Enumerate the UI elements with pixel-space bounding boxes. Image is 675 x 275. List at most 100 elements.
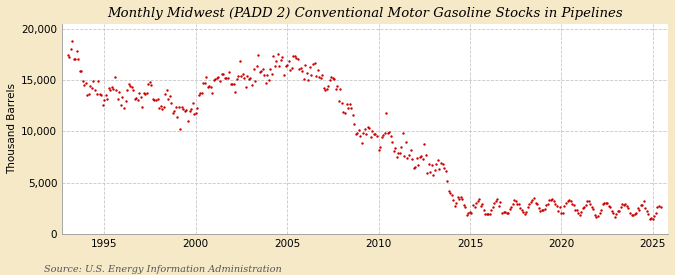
Point [309,60,320,65]
Point [138,91,149,95]
Point [343,106,354,110]
Point [240,85,251,89]
Point [103,85,114,90]
Point [583,199,594,204]
Point [346,105,356,110]
Point [591,214,602,219]
Point [294,67,304,71]
Point [501,211,512,215]
Point [269,64,280,68]
Point [315,76,326,81]
Point [587,205,597,210]
Point [216,72,227,76]
Point [84,91,95,96]
Point [158,105,169,109]
Point [500,210,510,214]
Point [441,179,452,183]
Point [614,209,625,213]
Point [486,207,497,212]
Point [452,195,463,199]
Point [347,112,358,117]
Point [464,210,475,214]
Point [317,72,327,77]
Point [434,167,445,171]
Point [545,198,556,202]
Point [547,197,558,201]
Point [198,81,209,85]
Point [532,201,543,206]
Point [303,78,314,82]
Point [267,72,277,76]
Point [117,95,128,99]
Point [119,105,130,110]
Point [161,88,172,92]
Point [318,85,329,90]
Point [96,93,107,97]
Point [164,94,175,98]
Point [184,109,195,114]
Point [567,202,578,206]
Point [440,169,451,173]
Point [63,54,74,59]
Point [326,75,337,79]
Point [433,157,443,162]
Point [271,59,281,63]
Point [376,135,387,139]
Point [196,90,207,95]
Point [172,114,183,119]
Point [250,79,261,83]
Point [190,111,201,116]
Point [507,202,518,206]
Point [105,88,115,93]
Point [651,210,661,215]
Point [222,76,233,80]
Point [497,211,508,215]
Point [466,210,477,215]
Point [460,204,470,209]
Point [381,111,392,116]
Point [616,205,626,210]
Point [79,82,90,87]
Point [521,210,532,214]
Point [207,90,218,95]
Point [479,207,489,212]
Point [515,206,526,210]
Point [561,201,572,206]
Point [181,108,192,112]
Point [333,99,344,104]
Point [411,156,422,161]
Point [526,200,537,204]
Point [425,170,436,174]
Point [565,199,576,203]
Point [99,98,109,102]
Point [227,81,238,86]
Point [580,203,591,207]
Point [387,140,398,144]
Point [606,209,617,213]
Point [611,212,622,216]
Point [643,212,653,216]
Point [599,200,610,205]
Point [238,72,248,76]
Point [169,109,180,113]
Point [562,199,573,203]
Point [201,75,212,80]
Point [427,163,437,168]
Point [428,173,439,177]
Point [362,125,373,129]
Point [239,76,250,80]
Point [223,70,234,75]
Point [95,91,105,96]
Point [213,75,224,79]
Point [70,57,80,61]
Point [653,204,664,208]
Point [344,101,355,106]
Point [394,151,405,155]
Point [384,130,395,134]
Point [421,153,431,157]
Point [448,197,458,202]
Point [244,77,254,81]
Point [265,67,275,72]
Point [136,95,146,99]
Point [487,205,498,210]
